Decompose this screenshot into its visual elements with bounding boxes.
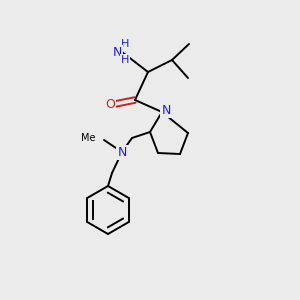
Text: H: H xyxy=(121,55,129,65)
Text: N: N xyxy=(117,146,127,158)
Text: Me: Me xyxy=(80,133,95,143)
Text: O: O xyxy=(105,98,115,112)
Text: N: N xyxy=(161,103,171,116)
Text: H: H xyxy=(121,39,129,49)
Text: N: N xyxy=(112,46,122,59)
